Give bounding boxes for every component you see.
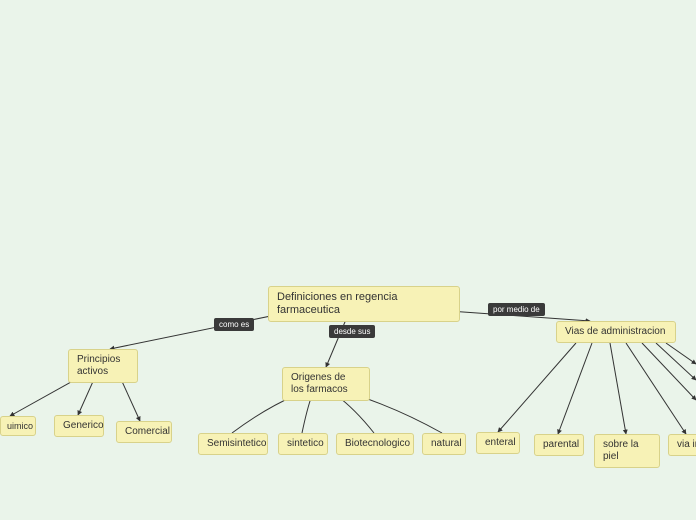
node-generico[interactable]: Generico (54, 415, 104, 437)
node-sobre-la-piel[interactable]: sobre la piel (594, 434, 660, 468)
node-via-inhalatoria[interactable]: via inhalatoria (668, 434, 696, 456)
node-semisintetico[interactable]: Semisintetico (198, 433, 268, 455)
node-biotecnologico[interactable]: Biotecnologico (336, 433, 414, 455)
edge-label-por-medio-de: por medio de (488, 303, 545, 316)
node-vias[interactable]: Vias de administracion (556, 321, 676, 343)
edge-label-como-es: como es (214, 318, 254, 331)
node-natural[interactable]: natural (422, 433, 466, 455)
node-comercial[interactable]: Comercial (116, 421, 172, 443)
node-enteral[interactable]: enteral (476, 432, 520, 454)
node-principios[interactable]: Principios activos (68, 349, 138, 383)
node-root[interactable]: Definiciones en regencia farmaceutica (268, 286, 460, 322)
node-sintetico[interactable]: sintetico (278, 433, 328, 455)
node-quimico[interactable]: uimico (0, 416, 36, 436)
node-origenes[interactable]: Origenes de los farmacos (282, 367, 370, 401)
node-parental[interactable]: parental (534, 434, 584, 456)
edge-label-desde-sus: desde sus (329, 325, 375, 338)
